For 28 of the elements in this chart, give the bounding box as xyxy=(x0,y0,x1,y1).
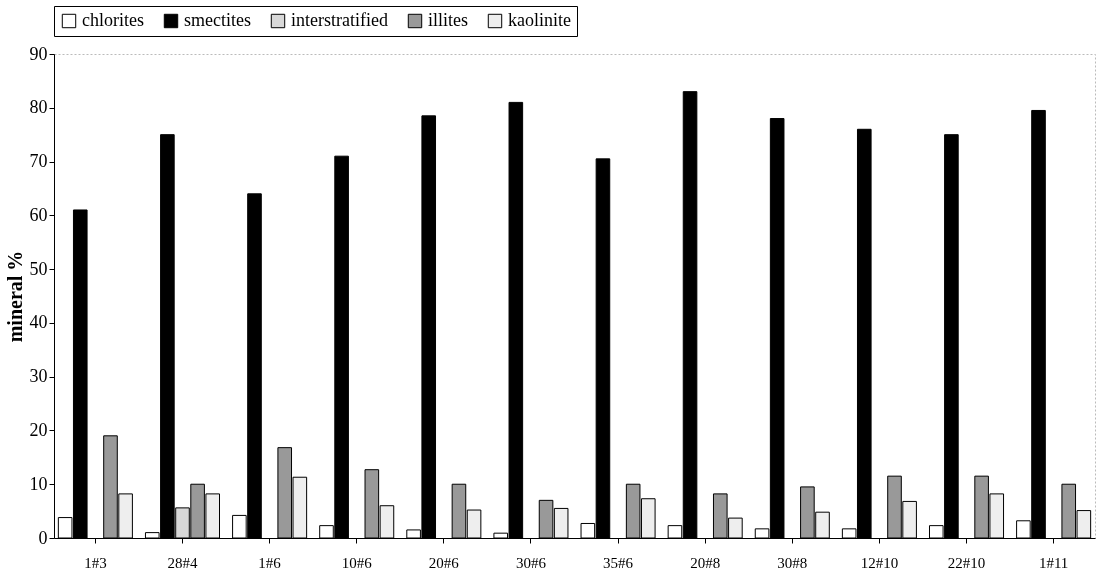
x-tick-label: 35#6 xyxy=(603,554,634,571)
y-tick-label: 30 xyxy=(29,366,48,387)
y-tick-label: 40 xyxy=(29,312,48,333)
x-tick-label: 1#11 xyxy=(1038,554,1069,571)
x-tick-label: 30#6 xyxy=(515,554,547,571)
legend-label: illites xyxy=(428,10,468,30)
legend-label: smectites xyxy=(184,10,251,30)
x-tick-label: 10#6 xyxy=(341,554,373,571)
y-tick-label: 70 xyxy=(29,151,48,172)
x-tick-label: 1#6 xyxy=(258,554,282,571)
x-tick-label: 20#8 xyxy=(690,554,721,571)
legend-label: chlorites xyxy=(82,10,144,30)
y-tick-label: 80 xyxy=(29,97,48,118)
x-tick-label: 20#6 xyxy=(428,554,460,571)
y-tick-label: 10 xyxy=(29,473,48,494)
x-tick-label: 12#10 xyxy=(860,554,899,571)
x-tick-label: 22#10 xyxy=(947,554,986,571)
y-tick-label: 0 xyxy=(38,527,48,548)
y-tick-label: 20 xyxy=(29,419,48,440)
legend-label: kaolinite xyxy=(508,10,571,30)
y-axis-title: mineral % xyxy=(3,250,26,343)
legend-label: interstratified xyxy=(291,10,388,30)
x-tick-label: 30#8 xyxy=(777,554,808,571)
x-tick-label: 1#3 xyxy=(84,554,107,571)
x-tick-label: 28#4 xyxy=(167,554,198,571)
y-tick-label: 50 xyxy=(29,258,48,279)
y-tick-label: 60 xyxy=(29,204,48,225)
y-tick-label: 90 xyxy=(29,43,48,64)
